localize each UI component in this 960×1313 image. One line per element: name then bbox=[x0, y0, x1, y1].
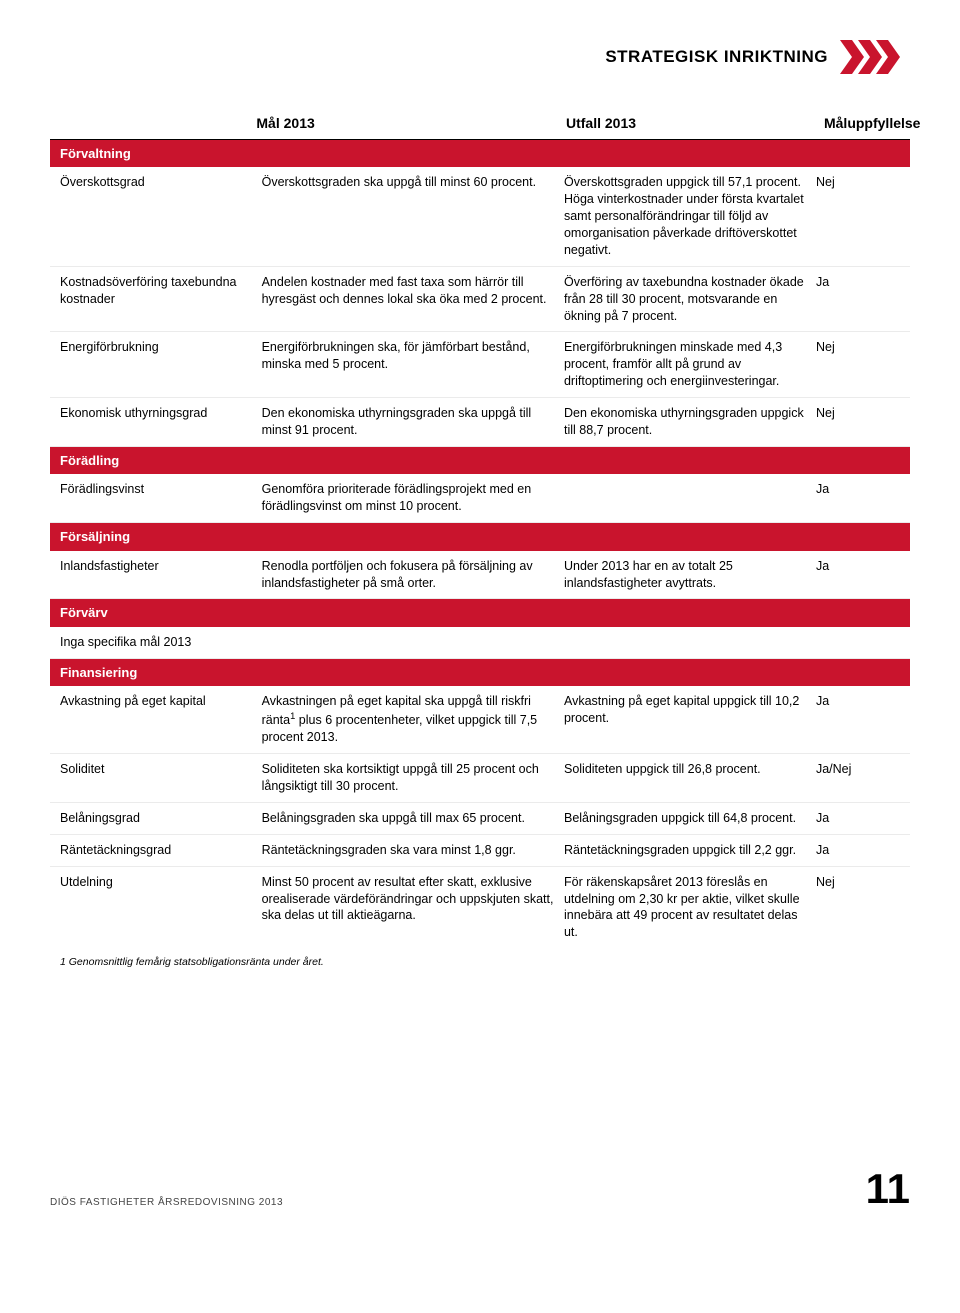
table-row: Avkastning på eget kapitalAvkastningen p… bbox=[50, 686, 910, 754]
section-header: Finansiering bbox=[50, 659, 910, 687]
row-label: Förädlingsvinst bbox=[60, 481, 262, 515]
row-upp: Ja bbox=[816, 481, 900, 515]
section-header: Förvärv bbox=[50, 599, 910, 627]
page-title: STRATEGISK INRIKTNING bbox=[605, 47, 828, 67]
row-upp: Nej bbox=[816, 874, 900, 942]
row-mal: Räntetäckningsgraden ska vara minst 1,8 … bbox=[262, 842, 564, 859]
row-mal: Belåningsgraden ska uppgå till max 65 pr… bbox=[262, 810, 564, 827]
table-row: InlandsfastigheterRenodla portföljen och… bbox=[50, 551, 910, 600]
row-mal: Minst 50 procent av resultat efter skatt… bbox=[262, 874, 564, 942]
row-upp: Ja bbox=[816, 842, 900, 859]
row-mal: Överskottsgraden ska uppgå till minst 60… bbox=[262, 174, 564, 258]
footer-text: DIÖS FASTIGHETER ÅRSREDOVISNING 2013 bbox=[50, 1197, 283, 1208]
row-mal: Renodla portföljen och fokusera på försä… bbox=[262, 558, 564, 592]
chevrons-icon bbox=[840, 40, 910, 74]
table-row: SoliditetSoliditeten ska kortsiktigt upp… bbox=[50, 754, 910, 803]
table-row: Ekonomisk uthyrningsgradDen ekonomiska u… bbox=[50, 398, 910, 447]
table-row: BelåningsgradBelåningsgraden ska uppgå t… bbox=[50, 803, 910, 835]
row-label: Inga specifika mål 2013 bbox=[60, 634, 262, 651]
row-label: Inlandsfastigheter bbox=[60, 558, 262, 592]
table-row: UtdelningMinst 50 procent av resultat ef… bbox=[50, 867, 910, 949]
row-label: Avkastning på eget kapital bbox=[60, 693, 262, 746]
row-upp: Ja bbox=[816, 693, 900, 746]
row-upp: Nej bbox=[816, 174, 900, 258]
row-utfall: Överföring av taxebundna kostnader ökade… bbox=[564, 274, 816, 325]
table-row: Inga specifika mål 2013 bbox=[50, 627, 910, 659]
row-upp: Ja/Nej bbox=[816, 761, 900, 795]
table-row: EnergiförbrukningEnergiförbrukningen ska… bbox=[50, 332, 910, 398]
row-mal bbox=[262, 634, 564, 651]
section-header: Försäljning bbox=[50, 523, 910, 551]
row-utfall: För räkenskapsåret 2013 föreslås en utde… bbox=[564, 874, 816, 942]
row-upp: Ja bbox=[816, 274, 900, 325]
row-label: Soliditet bbox=[60, 761, 262, 795]
table-row: FörädlingsvinstGenomföra prioriterade fö… bbox=[50, 474, 910, 523]
col-utfall: Utfall 2013 bbox=[566, 114, 824, 133]
row-mal: Soliditeten ska kortsiktigt uppgå till 2… bbox=[262, 761, 564, 795]
row-label: Överskottsgrad bbox=[60, 174, 262, 258]
row-utfall: Under 2013 har en av totalt 25 inlandsfa… bbox=[564, 558, 816, 592]
row-utfall: Räntetäckningsgraden uppgick till 2,2 gg… bbox=[564, 842, 816, 859]
row-upp: Nej bbox=[816, 405, 900, 439]
row-label: Utdelning bbox=[60, 874, 262, 942]
row-mal: Andelen kostnader med fast taxa som härr… bbox=[262, 274, 564, 325]
row-mal: Genomföra prioriterade förädlingsprojekt… bbox=[262, 481, 564, 515]
row-upp: Ja bbox=[816, 558, 900, 592]
row-utfall: Avkastning på eget kapital uppgick till … bbox=[564, 693, 816, 746]
col-mal: Mål 2013 bbox=[256, 114, 566, 133]
row-mal: Den ekonomiska uthyrningsgraden ska uppg… bbox=[262, 405, 564, 439]
row-mal: Energiförbrukningen ska, för jämförbart … bbox=[262, 339, 564, 390]
footnote: 1 Genomsnittlig femårig statsobligations… bbox=[50, 956, 910, 968]
row-utfall: Belåningsgraden uppgick till 64,8 procen… bbox=[564, 810, 816, 827]
row-label: Kostnadsöverföring taxebundna kostnader bbox=[60, 274, 262, 325]
row-utfall bbox=[564, 634, 816, 651]
page-footer: DIÖS FASTIGHETER ÅRSREDOVISNING 2013 11 bbox=[50, 1170, 910, 1208]
table-body: FörvaltningÖverskottsgradÖverskottsgrade… bbox=[50, 140, 910, 948]
column-headers: Mål 2013 Utfall 2013 Måluppfyllelse bbox=[50, 114, 910, 140]
row-utfall: Den ekonomiska uthyrningsgraden uppgick … bbox=[564, 405, 816, 439]
row-label: Belåningsgrad bbox=[60, 810, 262, 827]
table-row: ÖverskottsgradÖverskottsgraden ska uppgå… bbox=[50, 167, 910, 266]
row-label: Energiförbrukning bbox=[60, 339, 262, 390]
table-row: RäntetäckningsgradRäntetäckningsgraden s… bbox=[50, 835, 910, 867]
row-utfall: Överskottsgraden uppgick till 57,1 proce… bbox=[564, 174, 816, 258]
row-mal: Avkastningen på eget kapital ska uppgå t… bbox=[262, 693, 564, 746]
page-number: 11 bbox=[866, 1170, 910, 1208]
col-upp: Måluppfyllelse bbox=[824, 114, 910, 133]
section-header: Förvaltning bbox=[50, 140, 910, 168]
page-header: STRATEGISK INRIKTNING bbox=[50, 40, 910, 74]
section-header: Förädling bbox=[50, 447, 910, 475]
row-upp: Nej bbox=[816, 339, 900, 390]
row-label: Räntetäckningsgrad bbox=[60, 842, 262, 859]
row-utfall bbox=[564, 481, 816, 515]
row-upp: Ja bbox=[816, 810, 900, 827]
row-utfall: Soliditeten uppgick till 26,8 procent. bbox=[564, 761, 816, 795]
goals-table: Mål 2013 Utfall 2013 Måluppfyllelse Förv… bbox=[50, 114, 910, 948]
row-upp bbox=[816, 634, 900, 651]
row-utfall: Energiförbrukningen minskade med 4,3 pro… bbox=[564, 339, 816, 390]
table-row: Kostnadsöverföring taxebundna kostnaderA… bbox=[50, 267, 910, 333]
row-label: Ekonomisk uthyrningsgrad bbox=[60, 405, 262, 439]
